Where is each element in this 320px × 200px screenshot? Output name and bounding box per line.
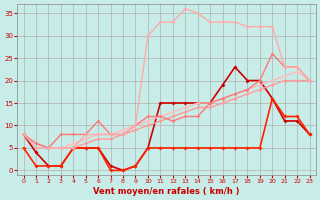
X-axis label: Vent moyen/en rafales ( km/h ): Vent moyen/en rafales ( km/h ) [93,187,240,196]
